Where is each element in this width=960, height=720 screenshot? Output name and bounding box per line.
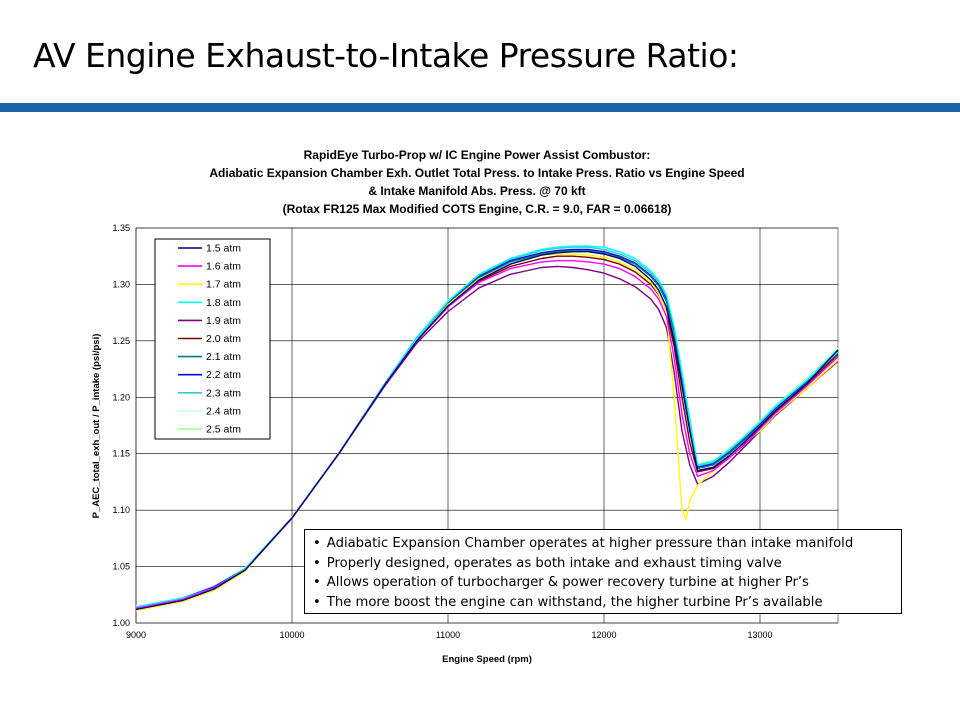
x-tick-label: 9000: [126, 630, 146, 640]
x-tick-label: 12000: [591, 630, 616, 640]
y-tick-label: 1.10: [112, 505, 130, 515]
y-axis-label: P_AEC_total_exh_out / P_intake (psi/psi): [91, 334, 102, 519]
x-tick-label: 11000: [436, 630, 460, 640]
legend-entry: 2.1 atm: [206, 351, 241, 363]
chart-title-line-4: (Rotax FR125 Max Modified COTS Engine, C…: [283, 202, 672, 216]
note-item: Properly designed, operates as both inta…: [313, 554, 901, 574]
legend-entry: 1.9 atm: [206, 315, 241, 327]
y-tick-label: 1.30: [112, 279, 130, 289]
legend-entry: 2.4 atm: [206, 405, 241, 417]
legend-entry: 1.5 atm: [206, 243, 241, 255]
y-tick-label: 1.35: [112, 223, 130, 233]
chart-title-line-2: Adiabatic Expansion Chamber Exh. Outlet …: [209, 166, 744, 180]
series-line-15: [135, 250, 839, 611]
x-tick-labels: 9000 10000 11000 12000 13000: [126, 630, 773, 640]
legend-box: [154, 238, 271, 440]
chart-title-line-3: & Intake Manifold Abs. Press. @ 70 kft: [368, 184, 585, 198]
y-tick-label: 1.25: [112, 336, 130, 346]
legend-entry: 2.5 atm: [206, 424, 241, 436]
note-item: The more boost the engine can withstand,…: [313, 593, 901, 613]
x-tick-label: 10000: [279, 630, 304, 640]
title-accent-bar: [0, 103, 960, 112]
chart-title: RapidEye Turbo-Prop w/ IC Engine Power A…: [209, 148, 744, 216]
legend-entry: 2.2 atm: [206, 369, 241, 381]
x-axis-label: Engine Speed (rpm): [442, 654, 532, 665]
slide-title: AV Engine Exhaust-to-Intake Pressure Rat…: [33, 36, 739, 75]
y-tick-label: 1.20: [112, 392, 130, 402]
legend-entry: 1.8 atm: [206, 297, 241, 309]
chart-title-line-1: RapidEye Turbo-Prop w/ IC Engine Power A…: [304, 148, 651, 162]
legend-entry: 1.6 atm: [206, 261, 241, 273]
note-item: Allows operation of turbocharger & power…: [313, 573, 901, 593]
series-lines: [135, 245, 839, 612]
notes-box: Adiabatic Expansion Chamber operates at …: [304, 529, 902, 614]
y-tick-label: 1.05: [112, 562, 130, 572]
y-tick-label: 1.15: [112, 449, 130, 459]
legend-entry: 2.3 atm: [206, 387, 241, 399]
y-tick-labels: 1.00 1.05 1.10 1.15 1.20 1.25 1.30 1.35: [112, 223, 130, 628]
x-tick-label: 13000: [747, 630, 772, 640]
legend: 1.5 atm 1.6 atm 1.7 atm 1.8 atm 1.9 atm 2.0 a…: [154, 238, 271, 440]
legend-entry: 2.0 atm: [206, 333, 241, 345]
y-tick-label: 1.00: [112, 618, 130, 628]
legend-entry: 1.7 atm: [206, 279, 241, 291]
note-item: Adiabatic Expansion Chamber operates at …: [313, 534, 901, 554]
